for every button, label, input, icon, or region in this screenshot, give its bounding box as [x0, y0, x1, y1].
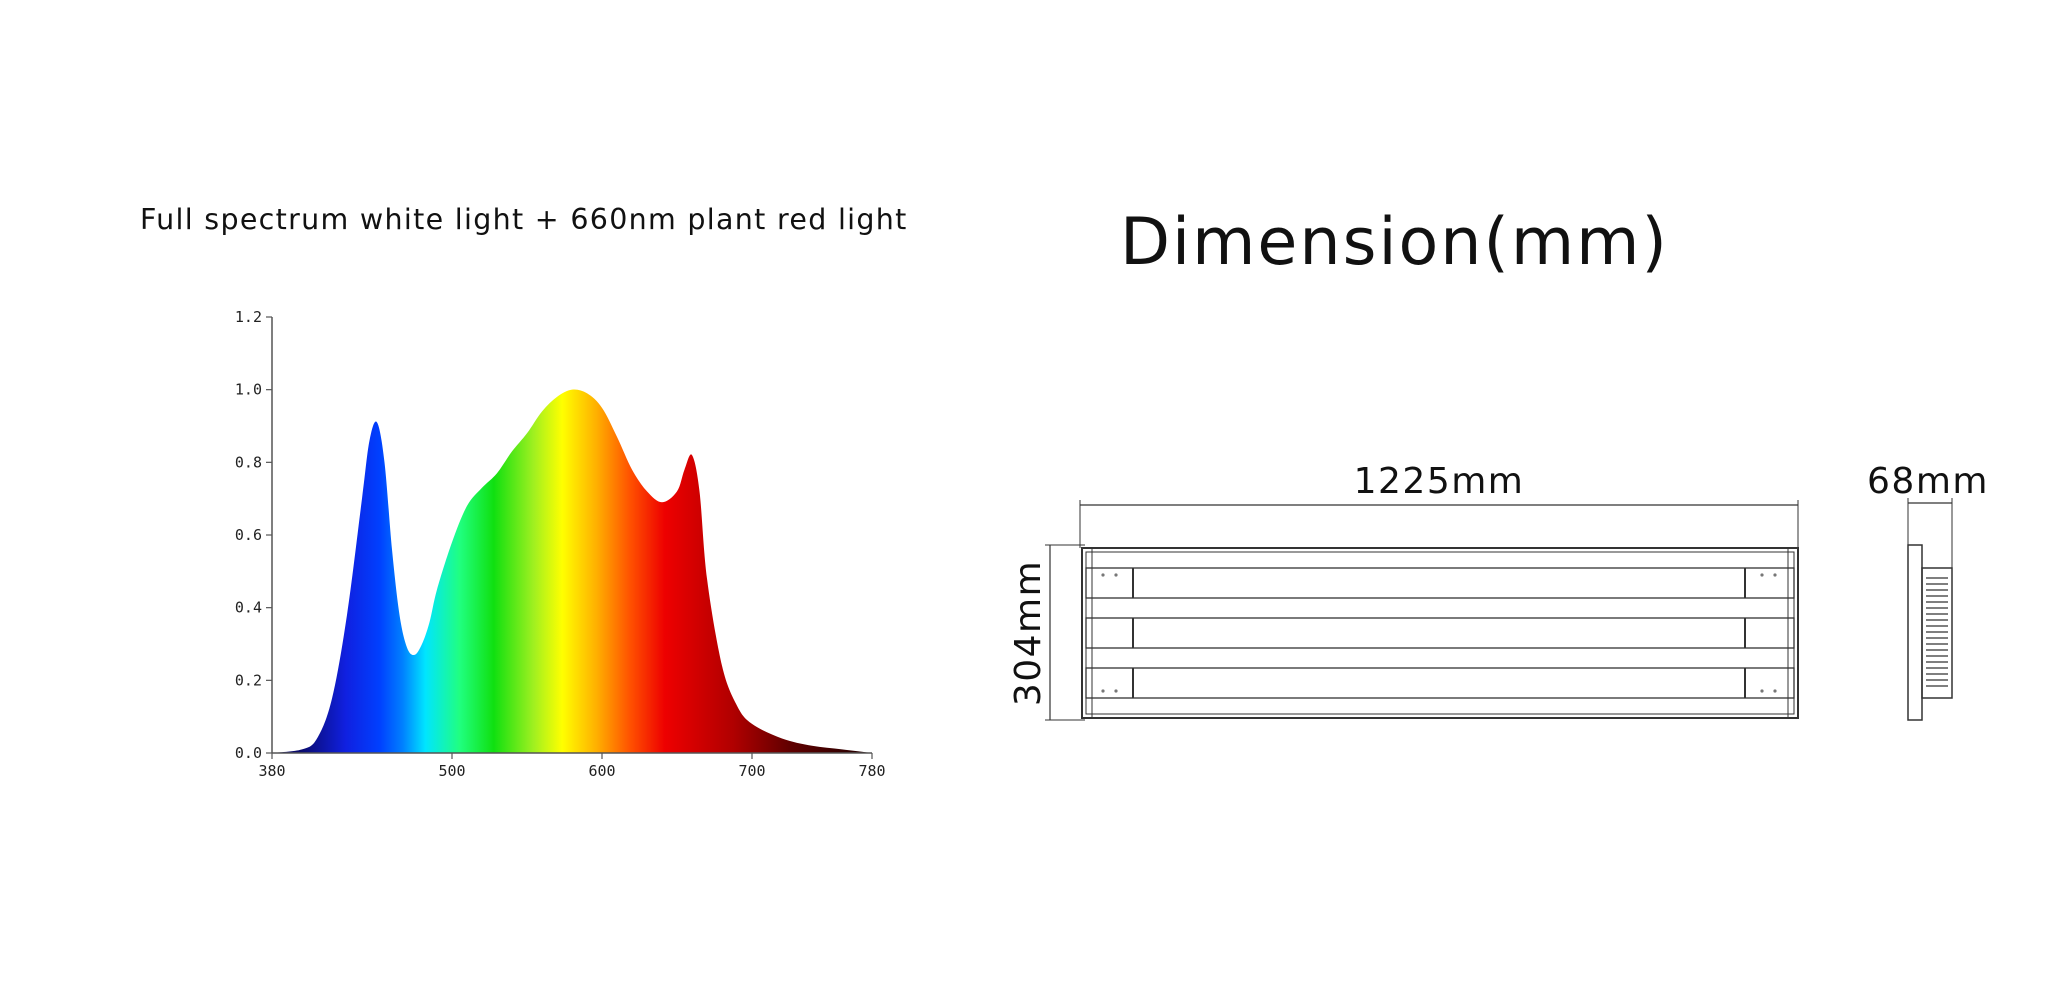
- x-tick-label: 500: [438, 762, 465, 780]
- y-tick-label: 1.2: [235, 308, 262, 326]
- y-tick-label: 0.8: [235, 453, 262, 471]
- spectrum-chart: 0.0 0.2 0.4 0.6 0.8 1.0 1.2 380 500 600 700 780: [235, 308, 886, 780]
- x-tick-label: 600: [588, 762, 615, 780]
- x-tick-label: 700: [738, 762, 765, 780]
- spectrum-area: [272, 389, 872, 753]
- y-tick-label: 0.2: [235, 671, 262, 689]
- spectrum-chart-title: Full spectrum white light + 660nm plant …: [140, 203, 908, 236]
- dimension-drawing-top-view: [1045, 500, 1799, 721]
- light-bar: [1085, 617, 1795, 649]
- x-axis-ticks: 380 500 600 700 780: [258, 753, 886, 780]
- length-label: 1225mm: [1354, 461, 1525, 502]
- y-tick-label: 1.0: [235, 381, 262, 399]
- x-tick-label: 780: [858, 762, 885, 780]
- width-label: 304mm: [1008, 560, 1049, 706]
- light-bar: [1085, 667, 1795, 699]
- fixture-outline: [1081, 547, 1799, 719]
- height-label: 68mm: [1867, 461, 1989, 502]
- side-profile: [1907, 544, 1923, 721]
- y-tick-label: 0.0: [235, 744, 262, 762]
- dimension-drawing-side-view: [1907, 498, 1953, 721]
- y-axis-ticks: 0.0 0.2 0.4 0.6 0.8 1.0 1.2: [235, 308, 272, 762]
- y-tick-label: 0.4: [235, 599, 262, 617]
- dimension-title: Dimension(mm): [1120, 205, 1669, 280]
- light-bar: [1085, 567, 1795, 599]
- x-tick-label: 380: [258, 762, 285, 780]
- y-tick-label: 0.6: [235, 526, 262, 544]
